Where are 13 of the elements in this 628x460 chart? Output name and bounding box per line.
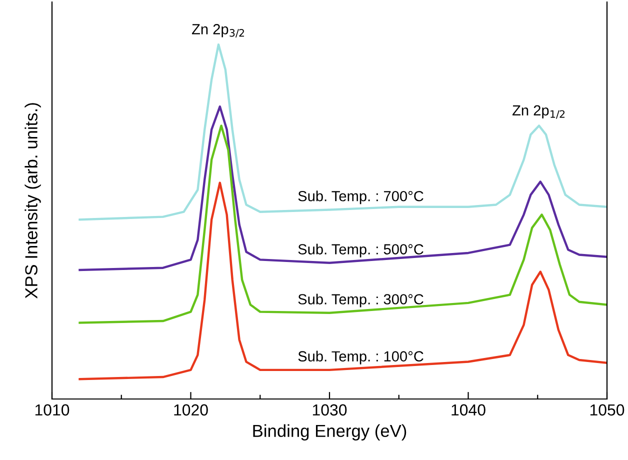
x-tick-label: 1050 [590,404,624,416]
series-label: Sub. Temp. : 100°C [298,350,424,364]
x-tick-label: 1010 [35,404,70,416]
x-axis-title: Binding Energy (eV) [253,424,406,440]
series-label: Sub. Temp. : 300°C [298,294,424,308]
series-label: Sub. Temp. : 500°C [298,244,424,258]
x-tick-label: 1030 [312,404,347,416]
annotation: Zn 2p$_{1/2}$ [512,105,564,119]
y-axis-title: XPS Intensity (arb. units.) [24,103,41,299]
x-tick-label: 1040 [452,404,486,416]
annotation: Zn 2p$_{3/2}$ [192,24,244,38]
x-tick-label: 1020 [174,404,208,416]
series-label: Sub. Temp. : 700°C [298,190,424,204]
